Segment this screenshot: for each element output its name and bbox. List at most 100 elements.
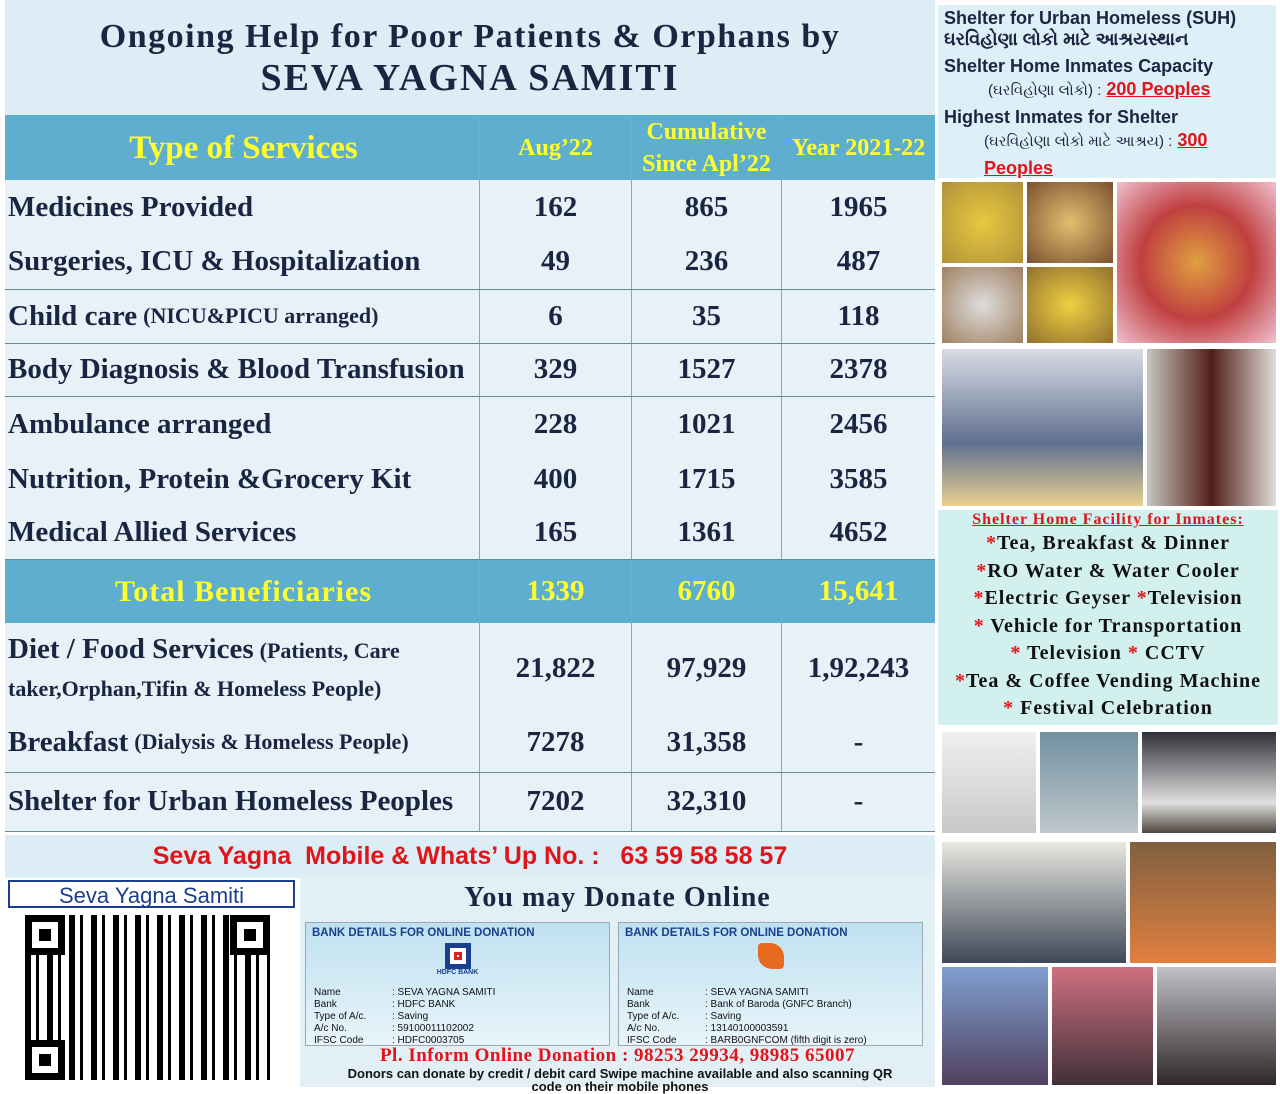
- bank-field: Name : SEVA YAGNA SAMITI: [619, 987, 922, 999]
- bank-field: Type of A/c. : Saving: [619, 1011, 922, 1023]
- value-cell: 49: [480, 235, 632, 289]
- services-table: Type of Services Aug’22 Cumulative Since A…: [5, 115, 935, 832]
- field-value: : SEVA YAGNA SAMITI: [705, 987, 809, 998]
- field-label: A/c No.: [314, 1023, 347, 1034]
- value-cell: 865: [632, 180, 782, 235]
- suh-title: Shelter for Urban Homeless (SUH): [944, 8, 1237, 28]
- field-label: IFSC Code: [314, 1035, 364, 1046]
- value-cell: 1021: [632, 396, 782, 452]
- table-section: Body Diagnosis & Blood Transfusion 329 152…: [5, 344, 935, 397]
- capacity-value: 200 Peoples: [1106, 79, 1211, 99]
- bank-field: IFSC Code: BARB0GNFCOM (fifth digit is z…: [619, 1035, 922, 1047]
- bank-field: A/c No.: 13140100003591: [619, 1023, 922, 1035]
- field-value: : BARB0GNFCOM (fifth digit is zero): [705, 1035, 867, 1046]
- service-note: (Patients, Care taker,Orphan,Tifin & Hom…: [8, 638, 400, 701]
- service-name: Shelter for Urban Homeless Peoples: [8, 785, 454, 818]
- table-row: Nutrition, Protein &Grocery Kit 400 1715 35…: [5, 451, 935, 507]
- highest-value: 300 Peoples: [984, 130, 1208, 178]
- value-cell: 1527: [632, 344, 782, 396]
- table-section: Ambulance arranged 228 1021 2456 Nutrition, …: [5, 396, 935, 560]
- capacity-label: Shelter Home Inmates Capacity: [944, 56, 1214, 76]
- value-cell: 329: [480, 344, 632, 396]
- total-value: 6760: [632, 560, 782, 623]
- qr-label: Seva Yagna Samiti: [8, 880, 295, 908]
- value-cell: -: [853, 785, 864, 818]
- bank-card-header: BANK DETAILS FOR ONLINE DONATION: [625, 927, 848, 939]
- value-cell: 400: [480, 451, 632, 507]
- bank-field: A/c No.: 59100011102002: [306, 1023, 609, 1035]
- column-header: Aug’22: [480, 115, 632, 180]
- service-cell: Medical Allied Services: [5, 506, 480, 559]
- value-cell: 21,822: [480, 623, 632, 713]
- value-cell: 162: [480, 180, 632, 235]
- service-name: Breakfast: [8, 725, 129, 758]
- service-name: Ambulance arranged: [8, 407, 272, 440]
- suh-title-gu: ઘરવિહોણા લોકો માટે આશ્રયસ્થાન: [944, 29, 1189, 49]
- title-box: Ongoing Help for Poor Patients & Orphans…: [5, 0, 935, 115]
- service-name: Surgeries, ICU & Hospitalization: [8, 245, 421, 278]
- table-row: Breakfast (Dialysis & Homeless People) 727…: [5, 713, 935, 772]
- header-row: Type of Services Aug’22 Cumulative Since A…: [5, 115, 935, 180]
- field-label: Type of A/c.: [314, 1011, 367, 1022]
- service-cell: Surgeries, ICU & Hospitalization: [5, 235, 480, 289]
- title: Ongoing Help for Poor Patients & Orphans…: [99, 18, 841, 55]
- value-cell: 7278: [480, 713, 632, 772]
- bank-field: Bank: Bank of Baroda (GNFC Branch): [619, 999, 922, 1011]
- qr-code: [25, 915, 270, 1080]
- bank-field: Name : SEVA YAGNA SAMITI: [306, 987, 609, 999]
- field-value: : HDFC0003705: [392, 1035, 465, 1046]
- total-name: Total Beneficiaries: [114, 574, 373, 608]
- value-cell: 32,310: [632, 772, 782, 831]
- suh-box: Shelter for Urban Homeless (SUH) ઘરવિહોણ…: [938, 5, 1276, 178]
- service-name: Medicines Provided: [8, 191, 254, 223]
- table-row: Shelter for Urban Homeless Peoples 7202 32…: [5, 772, 935, 831]
- value-cell: 1715: [632, 451, 782, 507]
- column-header: Cumulative Since Apl’22: [632, 115, 782, 180]
- bank-card: BANK DETAILS FOR ONLINE DONATION HDFC BAN…: [305, 922, 610, 1046]
- service-cell: Ambulance arranged: [5, 396, 480, 452]
- value-cell: -: [853, 725, 864, 758]
- field-value: : HDFC BANK: [392, 999, 456, 1010]
- value-cell: 2456: [829, 407, 888, 440]
- table-row: Ambulance arranged 228 1021 2456: [5, 396, 935, 452]
- service-cell: Breakfast (Dialysis & Homeless People): [5, 713, 480, 772]
- field-label: Name: [314, 987, 341, 998]
- bank-logo: HDFC BANK: [306, 943, 609, 987]
- field-label: A/c No.: [627, 1023, 660, 1034]
- service-name: Diet / Food Services: [8, 633, 254, 665]
- field-value: : Saving: [705, 1011, 742, 1022]
- table-section: Child care (NICU&PICU arranged) 6 35 118: [5, 289, 935, 344]
- service-name: Nutrition, Protein &Grocery Kit: [8, 462, 412, 495]
- service-name: Medical Allied Services: [8, 516, 297, 549]
- table-row: Diet / Food Services (Patients, Care take…: [5, 623, 935, 713]
- total-value: 15,641: [818, 575, 899, 607]
- highest-label: Highest Inmates for Shelter: [944, 107, 1179, 127]
- inform: Pl. Inform Online Donation : 98253 29934…: [379, 1045, 856, 1066]
- table-row: Medicines Provided 162 865 1965: [5, 180, 935, 235]
- facility-item: *Tea & Coffee Vending Machine: [954, 669, 1262, 692]
- facility-item: * Vehicle for Transportation: [973, 614, 1243, 637]
- column-header: Type of Services: [5, 115, 480, 180]
- bank-logo-icon: [444, 943, 471, 969]
- total-label: Total Beneficiaries: [5, 560, 480, 623]
- service-note: (Dialysis & Homeless People): [134, 729, 409, 755]
- total-value: 1339: [480, 560, 632, 623]
- value-cell: 1965: [829, 191, 888, 223]
- field-value: : SEVA YAGNA SAMITI: [392, 987, 496, 998]
- field-label: Type of A/c.: [627, 1011, 680, 1022]
- value-cell: 3585: [829, 462, 888, 495]
- bank-card-header: BANK DETAILS FOR ONLINE DONATION: [312, 927, 535, 939]
- table-section: Shelter for Urban Homeless Peoples 7202 32…: [5, 772, 935, 832]
- field-label: Name: [627, 987, 654, 998]
- value-cell: 6: [480, 289, 632, 343]
- column-header: Year 2021-22: [791, 134, 926, 161]
- highest-gu: (ઘરવિહોણા લોકો માટે આશ્રય) :: [984, 133, 1173, 150]
- facility-item: * Television * CCTV: [1010, 642, 1206, 664]
- value-cell: 487: [836, 245, 881, 278]
- contact: Seva Yagna Mobile & Whats’ Up No. : 63 5…: [5, 835, 935, 878]
- title: SEVA YAGNA SAMITI: [260, 57, 680, 99]
- service-note: (NICU&PICU arranged): [143, 303, 379, 329]
- bank-field: Type of A/c.: Saving: [306, 1011, 609, 1023]
- value-cell: 1,92,243: [807, 651, 910, 684]
- service-cell: Shelter for Urban Homeless Peoples: [5, 772, 480, 831]
